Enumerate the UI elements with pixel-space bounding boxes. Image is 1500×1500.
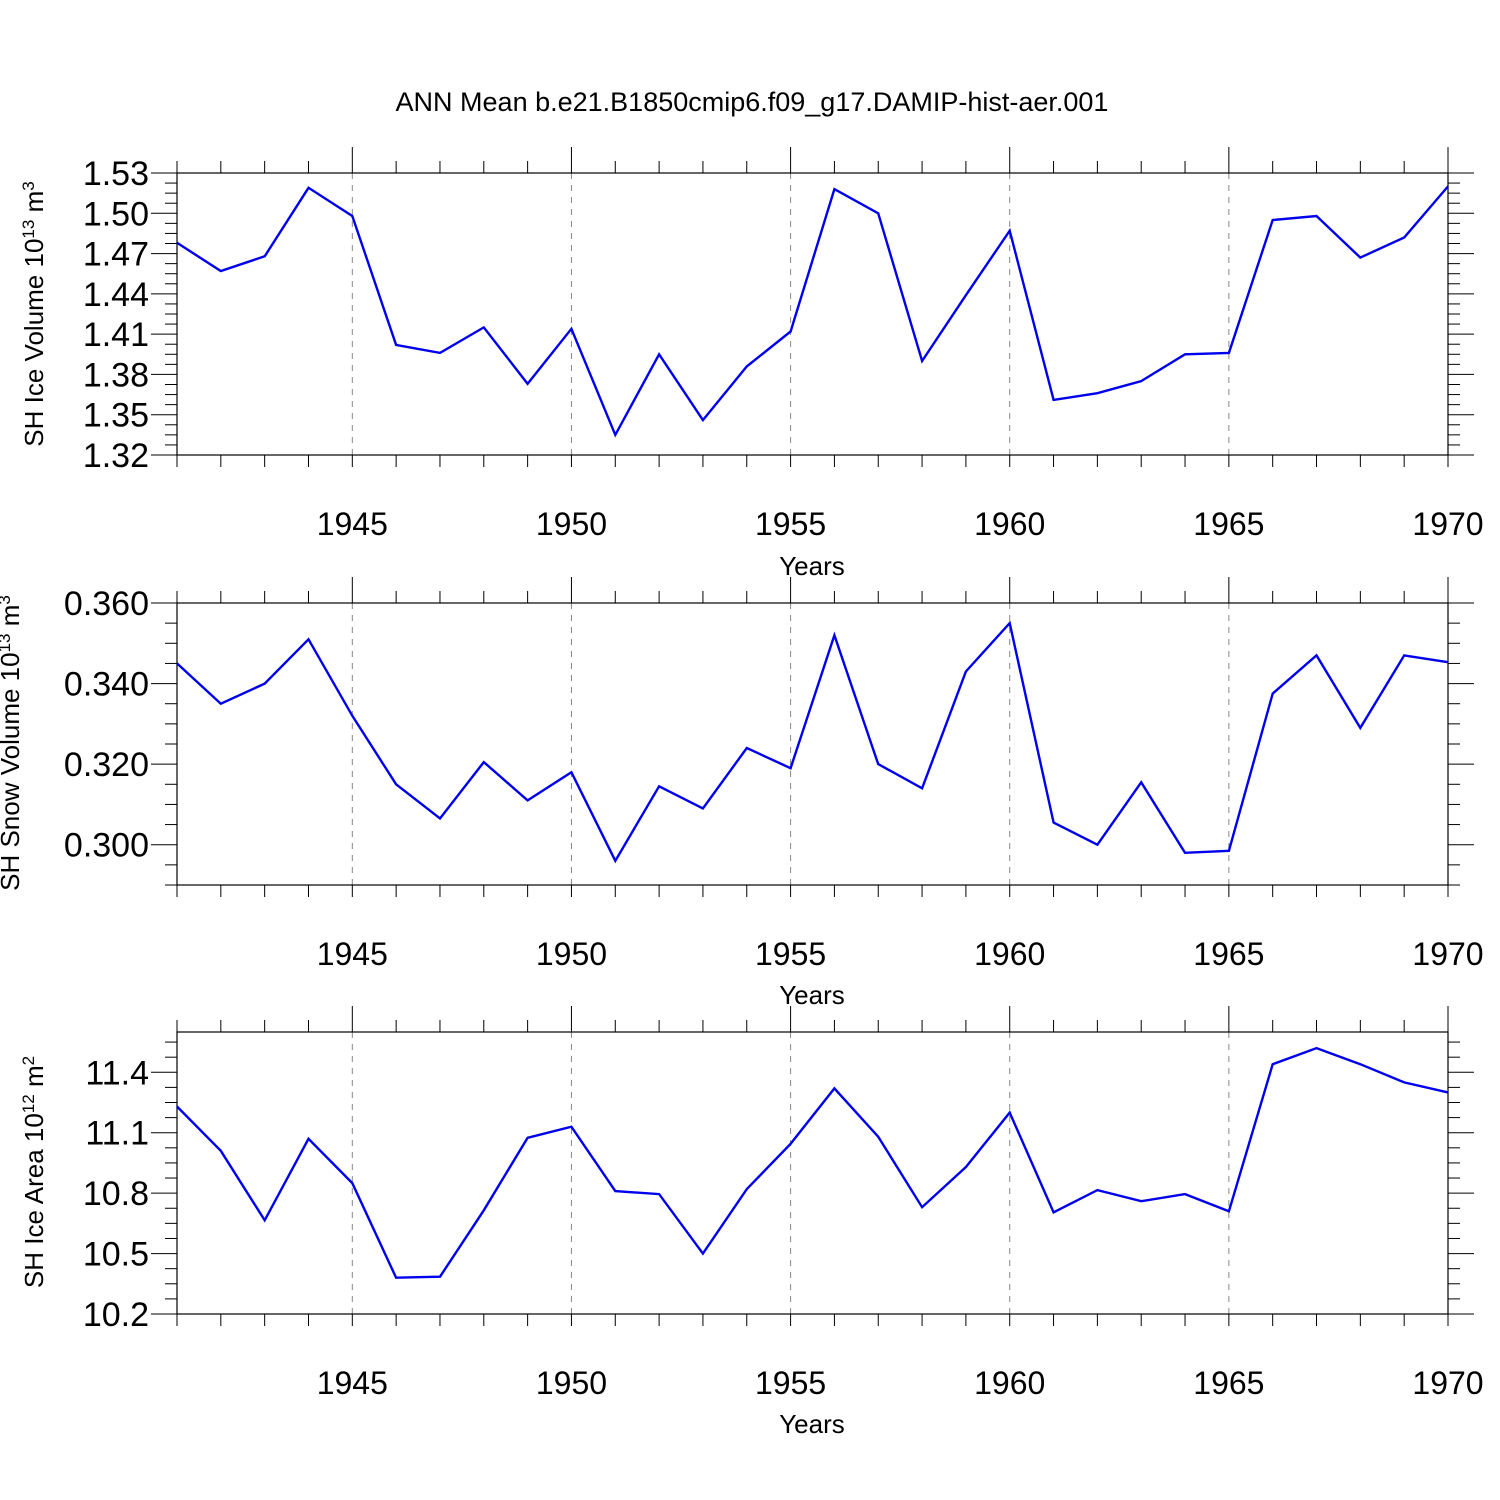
y-tick-label: 11.1 — [85, 1115, 149, 1153]
plot-frame — [176, 172, 1449, 456]
series-line — [176, 185, 1449, 438]
series-line — [176, 620, 1449, 864]
y-tick-label: 10.8 — [83, 1175, 149, 1213]
x-tick-label: 1950 — [536, 936, 607, 972]
x-axis-label: Years — [779, 551, 845, 581]
plot-frame — [176, 1031, 1449, 1315]
x-tick-label: 1960 — [974, 1365, 1045, 1401]
x-axis-label: Years — [779, 980, 845, 1010]
x-tick-label: 1965 — [1193, 1365, 1264, 1401]
x-tick-label: 1950 — [536, 506, 607, 542]
ice-area-panel: Years SH Ice Area 1012 m2 10.2 10.5 10.8 11… — [19, 1006, 1484, 1439]
y-tick-label: 1.35 — [83, 397, 149, 435]
y-tick-label: 0.340 — [64, 666, 149, 704]
x-tick-label: 1955 — [755, 506, 826, 542]
y-axis-label: SH Snow Volume 1013 m3 — [0, 595, 25, 891]
x-tick-label: 1960 — [974, 506, 1045, 542]
x-tick-label: 1950 — [536, 1365, 607, 1401]
y-tick-label: 0.360 — [64, 585, 149, 623]
y-tick-label: 0.300 — [64, 827, 149, 865]
y-tick-label: 10.5 — [83, 1236, 149, 1274]
figure-title: ANN Mean b.e21.B1850cmip6.f09_g17.DAMIP-… — [396, 87, 1109, 117]
x-tick-label: 1970 — [1412, 1365, 1483, 1401]
y-tick-label: 1.47 — [83, 236, 149, 274]
x-tick-label: 1945 — [317, 936, 388, 972]
y-axis-label: SH Ice Area 1012 m2 — [19, 1056, 50, 1288]
y-tick-label: 11.4 — [85, 1054, 149, 1092]
x-axis-label: Years — [779, 1409, 845, 1439]
x-tick-label: 1955 — [755, 1365, 826, 1401]
y-axis-label: SH Ice Volume 1013 m3 — [19, 181, 50, 446]
y-tick-label: 1.50 — [83, 195, 149, 233]
ice-volume-panel: Years SH Ice Volume 1013 m3 1.321.351.38… — [19, 147, 1484, 581]
x-tick-label: 1965 — [1193, 506, 1264, 542]
x-tick-label: 1970 — [1412, 936, 1483, 972]
x-tick-label: 1945 — [317, 506, 388, 542]
y-tick-label: 1.32 — [83, 437, 149, 475]
x-tick-label: 1945 — [317, 1365, 388, 1401]
x-tick-label: 1960 — [974, 936, 1045, 972]
x-tick-label: 1965 — [1193, 936, 1264, 972]
y-tick-label: 1.41 — [83, 316, 149, 354]
plot-frame — [176, 602, 1449, 886]
y-tick-label: 1.44 — [83, 276, 149, 314]
y-tick-label: 1.38 — [83, 356, 149, 394]
x-tick-label: 1970 — [1412, 506, 1483, 542]
y-tick-label: 1.53 — [83, 155, 149, 193]
snow-volume-panel: Years SH Snow Volume 1013 m3 0.300 0.320 0… — [0, 577, 1484, 1010]
y-tick-label: 0.320 — [64, 746, 149, 784]
y-tick-label: 10.2 — [83, 1296, 149, 1334]
series-line — [176, 1046, 1449, 1279]
x-tick-label: 1955 — [755, 936, 826, 972]
